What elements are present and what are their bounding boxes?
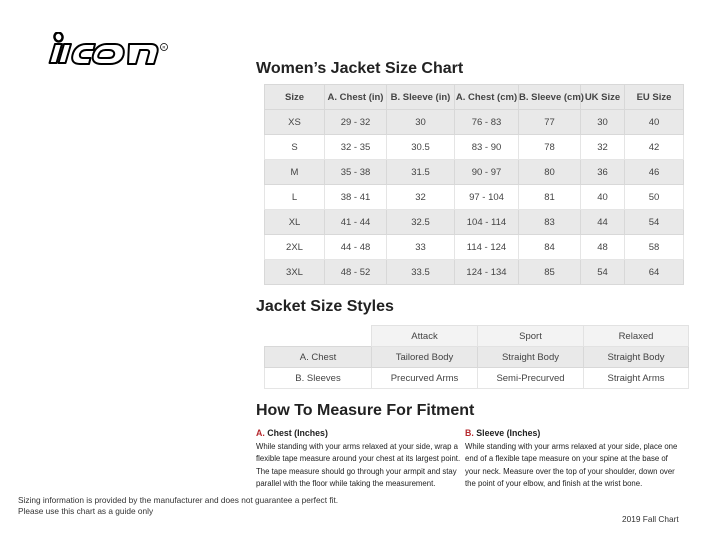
svg-text:R: R [163,45,166,50]
